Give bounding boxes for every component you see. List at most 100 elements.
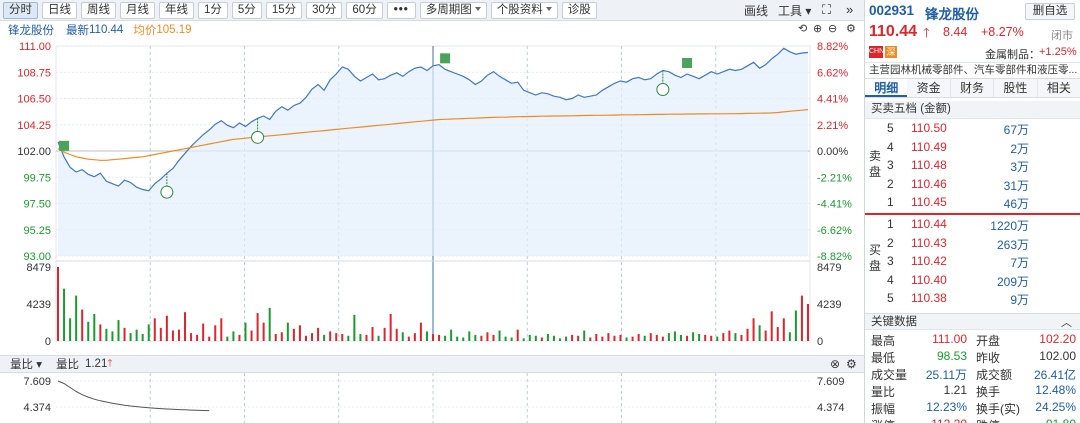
tab-3[interactable]: 股性 bbox=[994, 79, 1038, 97]
toolbar-button-9[interactable]: 60分 bbox=[346, 1, 383, 19]
ratio-settings-icon[interactable]: ⚙ bbox=[846, 357, 857, 371]
volume-bar bbox=[123, 327, 126, 341]
draw-line-button[interactable]: 画线 bbox=[744, 4, 769, 18]
key-label: 涨停 bbox=[871, 417, 895, 423]
volume-bar bbox=[613, 335, 616, 341]
volume-bar bbox=[686, 335, 689, 341]
sells-row[interactable]: 1 110.45 46万 bbox=[865, 193, 1080, 212]
sells-row[interactable]: 5 110.50 67万 bbox=[865, 119, 1080, 138]
toolbar-button-12[interactable]: 个股资料 bbox=[490, 1, 558, 19]
tab-0[interactable]: 明细 bbox=[865, 79, 908, 97]
volume-bar bbox=[286, 322, 289, 341]
level: 1 bbox=[887, 195, 894, 210]
volume-bar bbox=[577, 335, 580, 341]
pct-tick: 6.62% bbox=[817, 67, 848, 79]
sells-row[interactable]: 3 110.48 3万 bbox=[865, 156, 1080, 175]
toolbar-button-1[interactable]: 日线 bbox=[42, 1, 77, 19]
high-marker[interactable] bbox=[160, 185, 174, 199]
volume-bar bbox=[202, 323, 205, 341]
ratio-tab[interactable]: 量比 ▾ bbox=[10, 359, 42, 371]
toolbar-button-0[interactable]: 分时 bbox=[3, 1, 38, 19]
company-description[interactable]: 主营园林机械零部件、汽车零部件和液压零... bbox=[865, 62, 1080, 78]
ratio-tick: 4.374 bbox=[23, 402, 51, 414]
signal-marker[interactable] bbox=[682, 58, 693, 68]
volume-bar bbox=[710, 335, 713, 341]
toolbar-button-2[interactable]: 周线 bbox=[81, 1, 116, 19]
zoom-out-icon[interactable]: ⊖ bbox=[828, 23, 838, 35]
buy-side-label: 买盘 bbox=[869, 243, 882, 273]
remove-watchlist-button[interactable]: 删自选 bbox=[1025, 3, 1075, 20]
toolbar-button-8[interactable]: 30分 bbox=[306, 1, 343, 19]
fullscreen-icon[interactable]: ⛶ bbox=[822, 2, 832, 17]
settings-icon[interactable]: ⚙ bbox=[846, 23, 856, 35]
volume-bar bbox=[311, 333, 314, 341]
tab-2[interactable]: 财务 bbox=[951, 79, 995, 97]
tools-menu-button[interactable]: 工具 ▾ bbox=[778, 4, 812, 18]
buys-row[interactable]: 1 110.44 1220万 bbox=[865, 215, 1080, 234]
volume-bar bbox=[171, 330, 174, 341]
volume-bar bbox=[498, 330, 501, 341]
signal-marker[interactable] bbox=[440, 53, 451, 64]
volume-tick-right: 0 bbox=[817, 336, 823, 348]
buys-row[interactable]: 5 110.38 9万 bbox=[865, 289, 1080, 308]
avg-value: 105.19 bbox=[156, 24, 192, 36]
volume-bar bbox=[583, 330, 586, 341]
order-price: 110.45 bbox=[911, 195, 947, 210]
tab-4[interactable]: 相关 bbox=[1038, 79, 1080, 97]
toolbar-button-11[interactable]: 多周期图 bbox=[419, 1, 487, 19]
toolbar-button-4[interactable]: 年线 bbox=[159, 1, 194, 19]
toolbar-button-5[interactable]: 1分 bbox=[198, 1, 228, 19]
buys-row[interactable]: 2 110.43 263万 bbox=[865, 234, 1080, 253]
key-label: 最高 bbox=[871, 334, 896, 348]
volume-bar bbox=[105, 328, 108, 341]
ratio-tick: 7.609 bbox=[23, 376, 51, 388]
collapse-right-icon[interactable]: » bbox=[846, 2, 854, 17]
tab-1[interactable]: 资金 bbox=[907, 79, 951, 97]
reset-icon[interactable]: ⟲ bbox=[798, 23, 808, 35]
volume-tick-right: 8479 bbox=[817, 262, 841, 274]
collapse-up-icon[interactable]: ︿ bbox=[1061, 317, 1072, 329]
volume-bar bbox=[262, 322, 265, 341]
volume-bar bbox=[625, 337, 628, 341]
sells-row[interactable]: 2 110.46 31万 bbox=[865, 175, 1080, 194]
high-marker[interactable] bbox=[656, 83, 670, 96]
toolbar-button-13[interactable]: 诊股 bbox=[561, 1, 597, 19]
key-label: 换手(实) bbox=[976, 402, 1020, 416]
ratio-tab-label: 量比 bbox=[10, 359, 33, 371]
order-amount: 1220万 bbox=[990, 219, 1029, 233]
buys-row[interactable]: 4 110.40 209万 bbox=[865, 271, 1080, 290]
high-marker[interactable] bbox=[251, 130, 265, 144]
zoom-in-icon[interactable]: ⊕ bbox=[813, 23, 823, 35]
order-price: 110.50 bbox=[911, 121, 947, 135]
volume-bar bbox=[667, 333, 670, 341]
volume-bar bbox=[323, 334, 326, 341]
volume-bar bbox=[159, 327, 162, 341]
price-tick: 106.50 bbox=[17, 94, 51, 106]
volume-bar bbox=[468, 331, 471, 341]
order-amount: 2万 bbox=[1010, 141, 1029, 156]
volume-bar bbox=[504, 336, 507, 341]
sector-label[interactable]: 金属制品： bbox=[985, 49, 1040, 61]
ratio-panel-header: 量比 ▾ 量比 1.21 🡑 bbox=[0, 355, 864, 373]
buys-row[interactable]: 3 110.42 7万 bbox=[865, 252, 1080, 271]
close-panel-icon[interactable]: ⊗ bbox=[830, 357, 841, 371]
detail-tabs: 明细 资金 财务 股性 相关 bbox=[865, 78, 1080, 98]
signal-marker[interactable] bbox=[59, 140, 70, 151]
key-label: 振幅 bbox=[871, 402, 896, 416]
sells-row[interactable]: 4 110.49 2万 bbox=[865, 138, 1080, 157]
level: 1 bbox=[887, 217, 894, 231]
key-data-title: 关键数据 bbox=[865, 313, 1080, 330]
toolbar-button-6[interactable]: 5分 bbox=[231, 1, 262, 19]
toolbar-button-10[interactable]: ••• bbox=[386, 1, 416, 19]
volume-bar bbox=[807, 304, 809, 341]
volume-bar bbox=[250, 330, 253, 341]
toolbar-button-7[interactable]: 15分 bbox=[265, 1, 303, 19]
volume-bar bbox=[371, 327, 374, 341]
toolbar-button-3[interactable]: 月线 bbox=[120, 1, 155, 19]
volume-bar bbox=[649, 333, 652, 341]
volume-bar bbox=[395, 328, 398, 341]
ratio-line bbox=[57, 380, 210, 412]
order-price: 110.48 bbox=[911, 158, 947, 173]
price-area bbox=[58, 48, 808, 256]
volume-bar bbox=[317, 327, 320, 341]
